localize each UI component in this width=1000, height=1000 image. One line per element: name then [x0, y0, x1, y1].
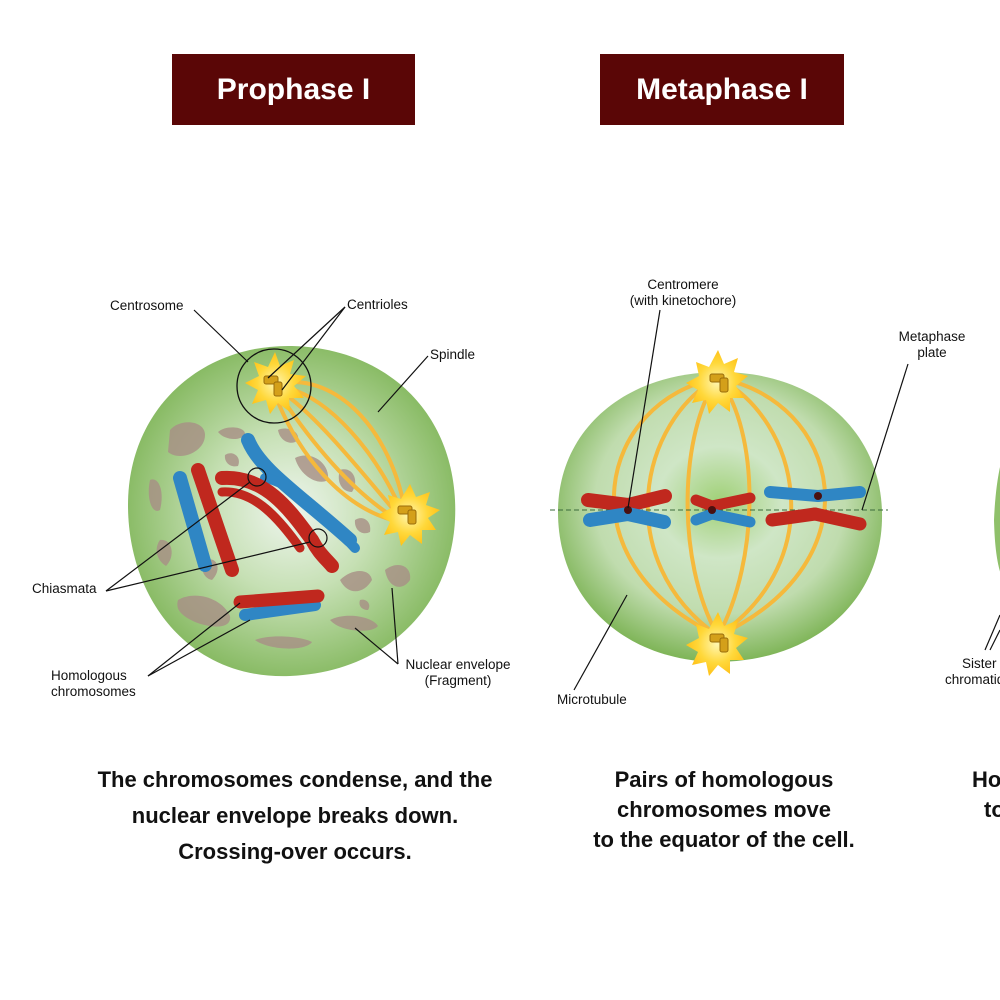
prophase-caption-line2: nuclear envelope breaks down.: [131, 803, 459, 828]
microtubule-label: Microtubule: [557, 692, 627, 707]
sister-chromatids-label-2: chromatids: [945, 672, 1000, 688]
anaphase-cell-partial: [984, 467, 1000, 651]
centrosome-label: Centrosome: [110, 298, 184, 313]
prophase-chromosomes: [173, 433, 360, 621]
metaphase-centrosome-top: [686, 350, 748, 414]
chromosome-blue: [260, 473, 360, 553]
homologous-label-line2: chromosomes: [51, 684, 136, 699]
metaphase-caption-line2: chromosomes move: [617, 797, 831, 822]
chiasma-callout-circle-2: [308, 528, 328, 548]
metaphase-leader-lines: [573, 309, 909, 691]
metaphase-cell: [550, 309, 909, 691]
nuclear-label-line2: (Fragment): [424, 673, 492, 688]
anaphase-leader-lines: [984, 614, 1000, 651]
nuclear-envelope-label: Nuclear envelope (Fragment): [398, 657, 518, 689]
centrioles-label: Centrioles: [347, 297, 408, 312]
prophase-caption-line3: Crossing-over occurs.: [178, 839, 412, 864]
nuclear-envelope-fragments: [148, 422, 411, 649]
centromere-label: Centromere (with kinetochore): [608, 277, 758, 309]
metaphase-plate-label-line1: Metaphase: [898, 329, 966, 344]
metaphase-caption-line1: Pairs of homologous: [614, 767, 834, 792]
centromere-label-line2: (with kinetochore): [629, 293, 737, 308]
metaphase-caption: Pairs of homologous chromosomes move to …: [564, 765, 884, 855]
centrosome-callout-circle: [236, 348, 312, 424]
sister-label-line2: chromatids: [945, 672, 1000, 687]
metaphase-centrosome-bottom: [686, 612, 748, 676]
prophase-leader-lines: [105, 306, 429, 677]
chromosome-red: [215, 470, 339, 573]
chromosome-blue: [173, 471, 212, 572]
prophase-caption-line1: The chromosomes condense, and the: [97, 767, 493, 792]
chromosome-red: [233, 589, 325, 609]
chromosome-red: [217, 487, 305, 553]
metaphase-plate-label-line2: plate: [917, 345, 947, 360]
prophase-cell: [105, 306, 456, 677]
prophase-centrosome-right: [378, 484, 440, 546]
spindle-label: Spindle: [430, 347, 476, 362]
homologous-chromosomes-label: Homologous chromosomes: [51, 668, 136, 700]
centromere-label-line1: Centromere: [647, 277, 719, 292]
sister-label-line1: Sister: [962, 656, 997, 671]
anaphase-caption-line2: to opposite poles.: [984, 797, 1000, 822]
sister-chromatids-label: Sister: [962, 656, 1000, 672]
chiasma-callout-circle-1: [247, 467, 267, 487]
prophase-title: Prophase I: [172, 54, 415, 125]
anaphase-caption-line2-clip: to opposite poles.: [984, 795, 1000, 825]
prophase-caption: The chromosomes condense, and the nuclea…: [60, 765, 530, 867]
metaphase-caption-line3: to the equator of the cell.: [593, 827, 855, 852]
anaphase-cell-membrane: [994, 467, 1000, 572]
chiasmata-label: Chiasmata: [32, 581, 97, 596]
metaphase-plate-label: Metaphase plate: [884, 329, 980, 361]
homologous-label-line1: Homologous: [51, 668, 127, 683]
metaphase-chromosomes: [581, 486, 867, 531]
chromosome-blue: [239, 599, 321, 621]
chromosome-red: [191, 463, 239, 577]
anaphase-caption-line1-clip: Homologous chromosomes move: [972, 765, 1000, 795]
nuclear-label-line1: Nuclear envelope: [405, 657, 511, 672]
prophase-centrosome: [245, 352, 306, 414]
metaphase-microtubules: [612, 376, 827, 638]
metaphase-title: Metaphase I: [600, 54, 844, 125]
anaphase-caption-line1: Homologous chromosomes move: [972, 767, 1000, 792]
